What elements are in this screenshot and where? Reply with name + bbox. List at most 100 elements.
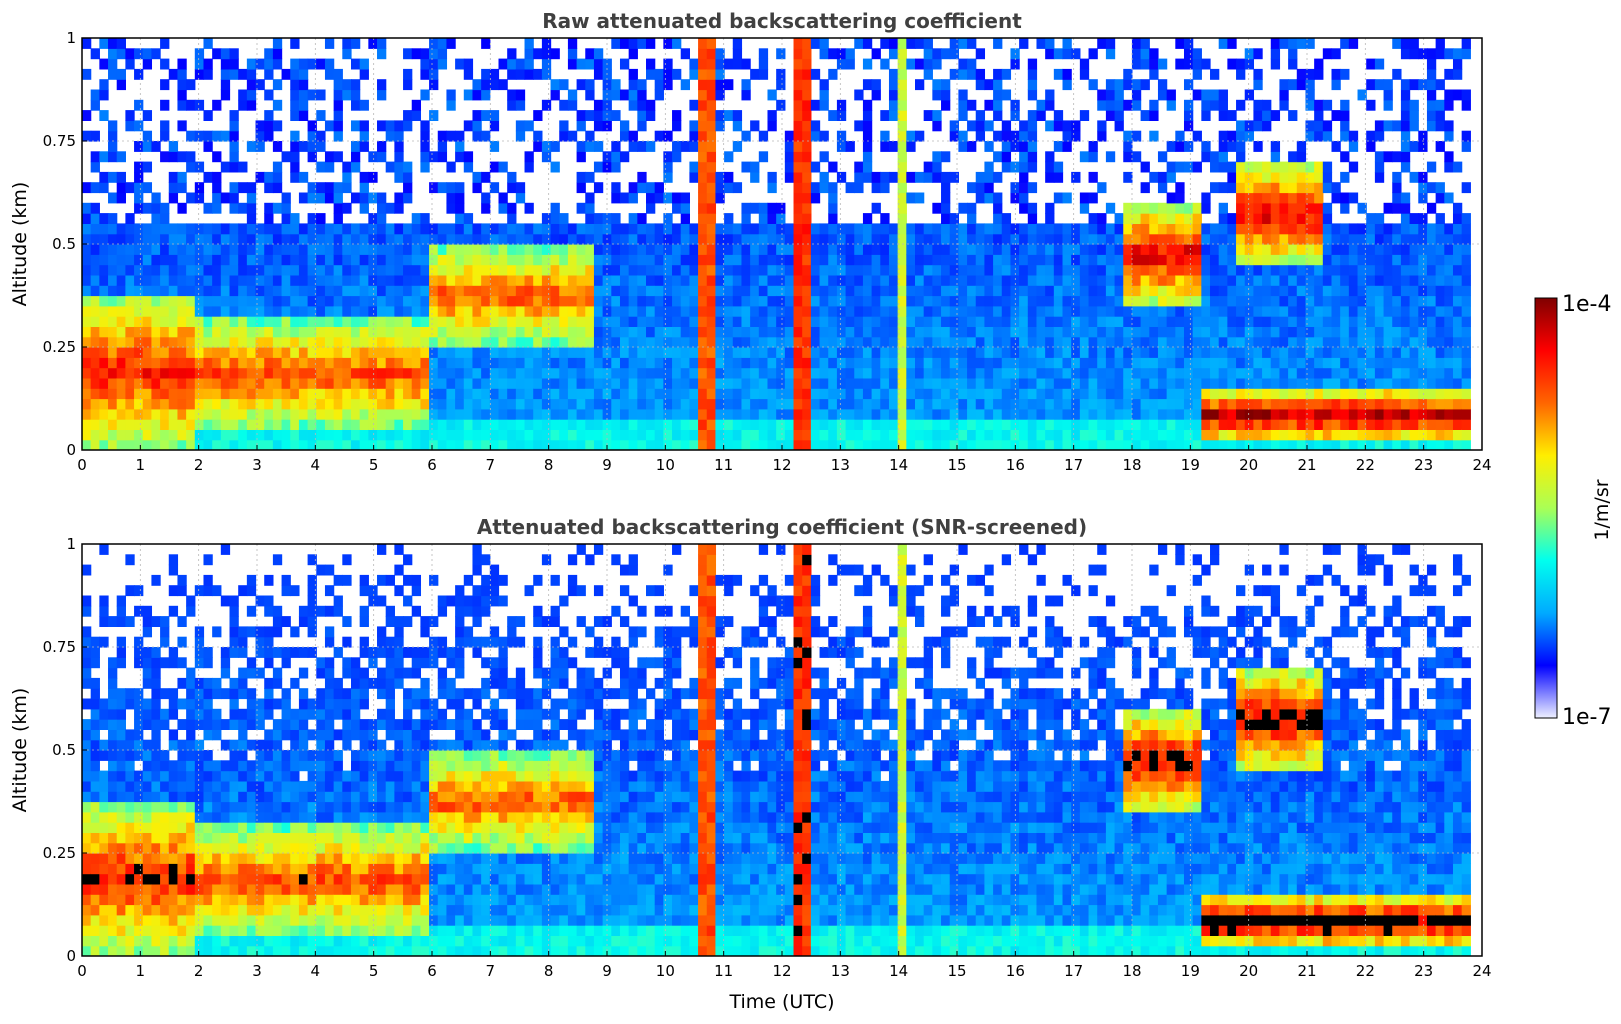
- heatmap-cell: [577, 203, 586, 214]
- heatmap-cell: [542, 337, 551, 348]
- heatmap-cell: [1288, 151, 1297, 162]
- heatmap-cell: [412, 213, 421, 224]
- heatmap-cell: [1028, 409, 1037, 420]
- heatmap-cell: [403, 388, 412, 399]
- heatmap-cell: [551, 440, 560, 451]
- heatmap-cell: [620, 440, 629, 451]
- heatmap-cell: [1097, 234, 1106, 245]
- heatmap-cell: [316, 347, 325, 358]
- heatmap-cell: [1297, 193, 1306, 204]
- heatmap-cell: [1184, 285, 1193, 296]
- heatmap-cell: [611, 193, 620, 204]
- heatmap-cell: [932, 275, 941, 286]
- heatmap-cell: [880, 409, 889, 420]
- heatmap-cell: [412, 337, 421, 348]
- heatmap-cell: [151, 296, 160, 307]
- heatmap-cell: [559, 100, 568, 111]
- heatmap-cell: [794, 234, 803, 245]
- heatmap-cell: [889, 223, 898, 234]
- heatmap-cell: [1063, 357, 1072, 368]
- heatmap-cell: [438, 419, 447, 430]
- heatmap-cell: [429, 265, 438, 276]
- heatmap-cell: [785, 296, 794, 307]
- heatmap-cell: [1028, 254, 1037, 265]
- heatmap-cell: [1375, 244, 1384, 255]
- heatmap-cell: [1115, 223, 1124, 234]
- heatmap-cell: [733, 275, 742, 286]
- heatmap-cell: [472, 429, 481, 440]
- heatmap-cell: [351, 234, 360, 245]
- heatmap-cell: [525, 378, 534, 389]
- heatmap-cell: [542, 213, 551, 224]
- heatmap-cell: [342, 182, 351, 193]
- heatmap-cell: [1028, 337, 1037, 348]
- heatmap-cell: [1036, 337, 1045, 348]
- heatmap-cell: [1436, 110, 1445, 121]
- heatmap-cell: [117, 285, 126, 296]
- heatmap-cell: [82, 419, 91, 430]
- heatmap-cell: [438, 234, 447, 245]
- heatmap-cell: [698, 306, 707, 317]
- heatmap-cell: [1444, 69, 1453, 80]
- heatmap-cell: [915, 193, 924, 204]
- heatmap-cell: [1158, 90, 1167, 101]
- heatmap-cell: [1132, 399, 1141, 410]
- heatmap-cell: [776, 254, 785, 265]
- heatmap-cell: [854, 440, 863, 451]
- heatmap-cell: [151, 429, 160, 440]
- heatmap-cell: [741, 347, 750, 358]
- heatmap-cell: [741, 378, 750, 389]
- heatmap-cell: [446, 409, 455, 420]
- heatmap-cell: [1184, 388, 1193, 399]
- heatmap-cell: [1271, 399, 1280, 410]
- heatmap-cell: [429, 440, 438, 451]
- heatmap-cell: [1175, 265, 1184, 276]
- heatmap-cell: [811, 388, 820, 399]
- heatmap-cell: [299, 419, 308, 430]
- heatmap-cell: [993, 131, 1002, 142]
- heatmap-cell: [559, 347, 568, 358]
- heatmap-cell: [637, 254, 646, 265]
- heatmap-cell: [282, 388, 291, 399]
- heatmap-cell: [1089, 254, 1098, 265]
- heatmap-cell: [1392, 326, 1401, 337]
- heatmap-cell: [1089, 141, 1098, 152]
- heatmap-cell: [403, 378, 412, 389]
- heatmap-cell: [247, 285, 256, 296]
- heatmap-cell: [394, 326, 403, 337]
- heatmap-cell: [811, 368, 820, 379]
- heatmap-cell: [820, 296, 829, 307]
- heatmap-cell: [1184, 316, 1193, 327]
- heatmap-cell: [594, 234, 603, 245]
- heatmap-cell: [177, 316, 186, 327]
- heatmap-cell: [880, 131, 889, 142]
- heatmap-cell: [585, 419, 594, 430]
- heatmap-cell: [420, 90, 429, 101]
- x-tick-label: 21: [1297, 456, 1316, 474]
- heatmap-cell: [577, 337, 586, 348]
- heatmap-cell: [143, 285, 152, 296]
- heatmap-cell: [91, 285, 100, 296]
- heatmap-cell: [551, 275, 560, 286]
- heatmap-cell: [577, 357, 586, 368]
- heatmap-cell: [299, 285, 308, 296]
- heatmap-cell: [481, 399, 490, 410]
- heatmap-cell: [1375, 285, 1384, 296]
- heatmap-cell: [325, 162, 334, 173]
- heatmap-cell: [585, 326, 594, 337]
- heatmap-cell: [507, 69, 516, 80]
- heatmap-cell: [91, 265, 100, 276]
- heatmap-cell: [1167, 368, 1176, 379]
- heatmap-cell: [1236, 162, 1245, 173]
- heatmap-cell: [99, 38, 108, 49]
- heatmap-cell: [230, 440, 239, 451]
- heatmap-cell: [1323, 131, 1332, 142]
- heatmap-cell: [984, 120, 993, 131]
- heatmap-cell: [1392, 388, 1401, 399]
- heatmap-cell: [1097, 316, 1106, 327]
- heatmap-cell: [1123, 409, 1132, 420]
- heatmap-cell: [403, 419, 412, 430]
- heatmap-cell: [629, 296, 638, 307]
- heatmap-cell: [689, 399, 698, 410]
- heatmap-cell: [655, 275, 664, 286]
